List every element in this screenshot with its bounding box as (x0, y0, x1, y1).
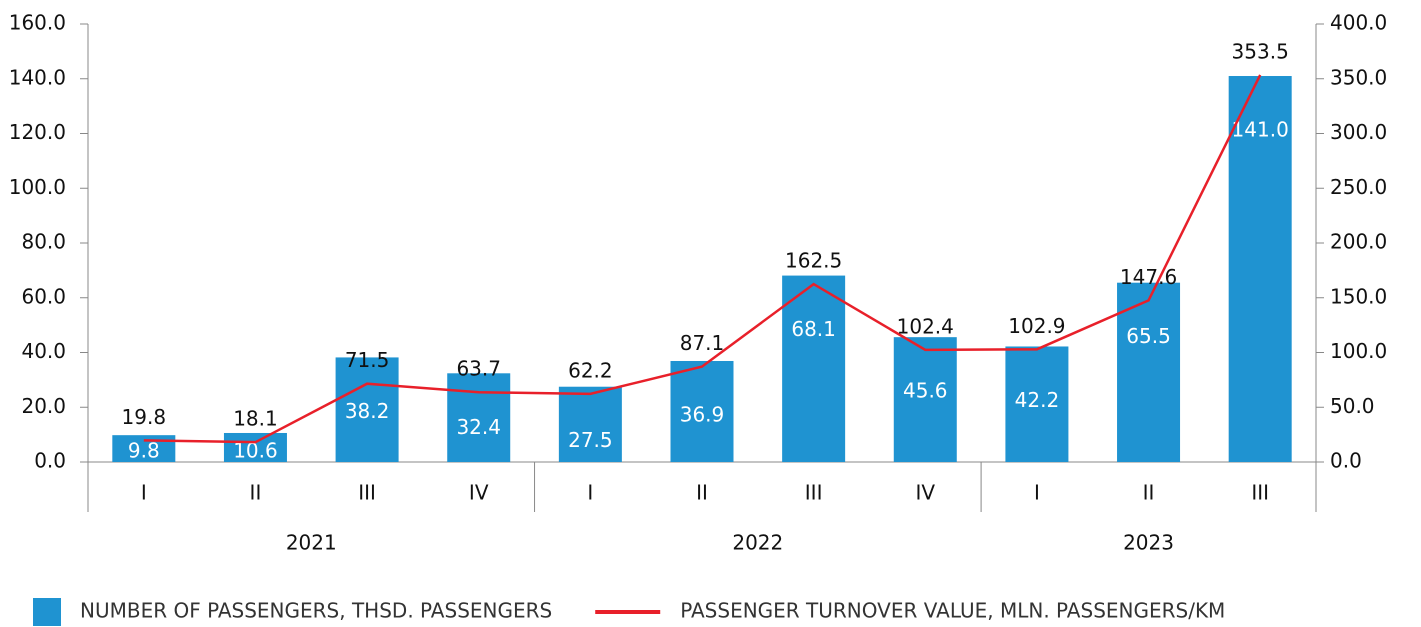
y2-tick-label: 350.0 (1330, 65, 1387, 89)
bar-label: 65.5 (1126, 324, 1171, 348)
line-label: 162.5 (785, 249, 842, 273)
bar-label: 141.0 (1232, 118, 1289, 142)
x-tick-label: II (696, 481, 708, 505)
line-label: 19.8 (122, 405, 167, 429)
bar (335, 357, 399, 462)
x-tick-label: III (1251, 481, 1269, 505)
x-tick-label: I (1034, 481, 1040, 505)
y-tick-label: 40.0 (21, 339, 66, 363)
y-tick-label: 80.0 (21, 230, 66, 254)
x-tick-label: IV (915, 481, 935, 505)
bar-label: 38.2 (345, 399, 390, 423)
bar-label: 27.5 (568, 428, 613, 452)
x-tick-label: II (250, 481, 262, 505)
y2-tick-label: 300.0 (1330, 120, 1387, 144)
bar (1117, 282, 1181, 462)
group-label: 2021 (286, 531, 337, 555)
bar (782, 275, 846, 462)
line-label: 62.2 (568, 358, 613, 382)
bar (223, 432, 287, 462)
bar (447, 373, 511, 462)
y-tick-label: 100.0 (9, 175, 66, 199)
line-label: 353.5 (1232, 39, 1289, 63)
legend-swatch (33, 598, 61, 626)
bar (1228, 76, 1292, 462)
x-tick-label: I (587, 481, 593, 505)
line-label: 71.5 (345, 348, 390, 372)
line-label: 147.6 (1120, 265, 1177, 289)
line-label: 102.4 (897, 314, 954, 338)
line-label: 102.9 (1008, 314, 1065, 338)
line-label: 87.1 (680, 331, 725, 355)
y2-tick-label: 250.0 (1330, 175, 1387, 199)
y-tick-label: 120.0 (9, 120, 66, 144)
line (143, 74, 1262, 444)
y-tick-label: 20.0 (21, 394, 66, 418)
bar (558, 386, 622, 462)
group-label: 2023 (1123, 531, 1174, 555)
x-tick-label: III (805, 481, 823, 505)
y-tick-label: 0.0 (34, 449, 66, 473)
bar-label: 32.4 (456, 415, 501, 439)
y-tick-label: 160.0 (9, 11, 66, 35)
bar-label: 45.6 (903, 379, 948, 403)
y-tick-label: 60.0 (21, 284, 66, 308)
line-label: 18.1 (233, 407, 278, 431)
x-tick-label: II (1143, 481, 1155, 505)
y2-tick-label: 150.0 (1330, 284, 1387, 308)
y2-tick-label: 100.0 (1330, 339, 1387, 363)
y2-tick-label: 50.0 (1330, 394, 1375, 418)
y2-tick-label: 0.0 (1330, 449, 1362, 473)
bar (670, 360, 734, 462)
legend-label: PASSENGER TURNOVER VALUE, MLN. PASSENGER… (680, 599, 1225, 623)
bar-label: 68.1 (791, 317, 836, 341)
bar-label: 36.9 (680, 402, 725, 426)
line-label: 63.7 (456, 357, 501, 381)
x-tick-label: IV (469, 481, 489, 505)
group-label: 2022 (732, 531, 783, 555)
bar (1005, 346, 1069, 462)
y2-tick-label: 400.0 (1330, 11, 1387, 35)
bar (893, 337, 957, 462)
legend-label: NUMBER OF PASSENGERS, THSD. PASSENGERS (80, 599, 552, 623)
bar-label: 9.8 (128, 439, 160, 463)
x-tick-label: I (141, 481, 147, 505)
y-tick-label: 140.0 (9, 65, 66, 89)
bar-label: 42.2 (1015, 388, 1060, 412)
y2-tick-label: 200.0 (1330, 230, 1387, 254)
x-tick-label: III (358, 481, 376, 505)
